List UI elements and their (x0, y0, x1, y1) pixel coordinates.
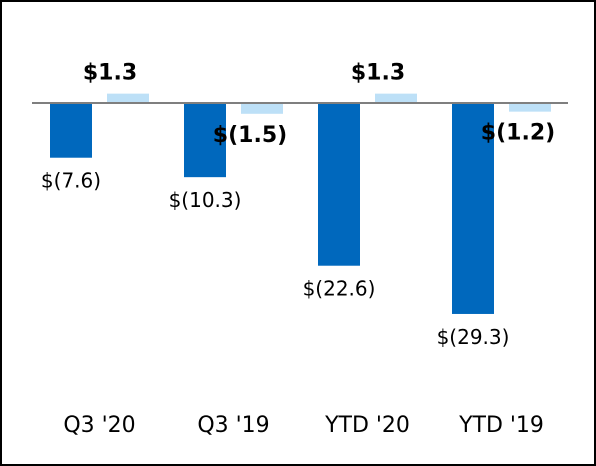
bar-series1-1 (184, 103, 226, 178)
data-label-series2-1: $(1.5) (213, 123, 287, 148)
data-label-series2-2: $1.3 (351, 61, 405, 86)
bar-series1-3 (452, 103, 494, 314)
bar-series1-2 (318, 103, 360, 266)
category-label-2: YTD '20 (324, 413, 410, 438)
data-label-series1-2: $(22.6) (303, 277, 376, 301)
data-label-series1-0: $(7.6) (41, 169, 101, 193)
bar-series2-0 (107, 93, 149, 103)
bar-series2-1 (241, 103, 283, 114)
category-label-1: Q3 '19 (197, 413, 269, 438)
data-label-series2-3: $(1.2) (481, 121, 555, 146)
category-label-0: Q3 '20 (63, 413, 135, 438)
data-label-series2-0: $1.3 (83, 61, 137, 86)
category-label-3: YTD '19 (458, 413, 544, 438)
data-label-series1-3: $(29.3) (437, 325, 510, 349)
data-label-series1-1: $(10.3) (169, 188, 242, 212)
bar-series2-2 (375, 93, 417, 103)
bar-series2-3 (509, 103, 551, 112)
bar-series1-0 (50, 103, 92, 158)
